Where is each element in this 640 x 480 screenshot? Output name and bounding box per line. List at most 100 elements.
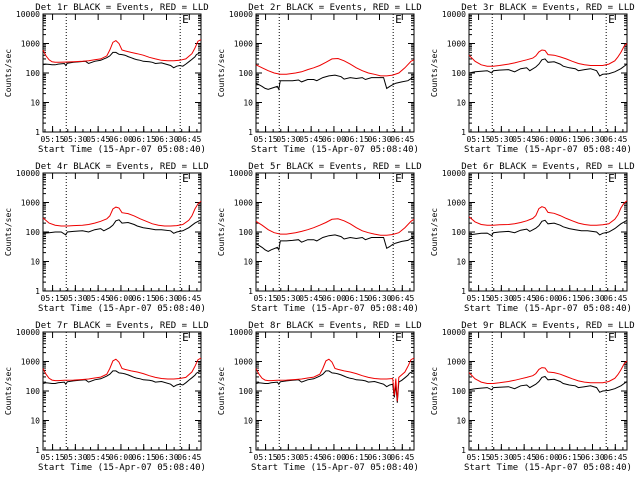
y-tick-label: 100 [239, 69, 254, 78]
chart-panel-2: Det 2r BLACK = Events, RED = LLD 1 10 100 10… [217, 3, 422, 155]
x-tick-label: 05:45 [86, 294, 110, 303]
x-axis-label: Start Time (15-Apr-07 05:08:40) [38, 304, 206, 314]
event-marker-label: E [182, 331, 189, 344]
event-marker-label: E [182, 13, 189, 26]
x-tick-label: 05:15 [41, 294, 65, 303]
x-tick-label: 05:15 [254, 135, 278, 144]
x-tick-label: 06:00 [322, 453, 346, 462]
series-events-line [255, 234, 415, 252]
x-tick-label: 05:45 [299, 294, 323, 303]
x-tick-label: 06:15 [345, 453, 369, 462]
chart-title: Det 8r BLACK = Events, RED = LLD [248, 321, 421, 331]
x-tick-label: 06:15 [558, 135, 582, 144]
y-tick-label: 10000 [16, 10, 40, 19]
y-tick-label: 1000 [21, 199, 40, 208]
x-tick-label: 06:15 [345, 135, 369, 144]
chart-panel-1: Det 1r BLACK = Events, RED = LLD 1 10 100 10… [4, 3, 209, 155]
chart-title: Det 6r BLACK = Events, RED = LLD [461, 162, 634, 172]
series-lld-line [468, 360, 628, 384]
x-tick-label: 05:45 [86, 135, 110, 144]
y-tick-label: 10 [30, 258, 40, 267]
y-tick-label: 1 [461, 287, 466, 296]
x-tick-label: 05:15 [467, 294, 491, 303]
y-tick-label: 10000 [16, 169, 40, 178]
chart-panel-5: Det 5r BLACK = Events, RED = LLD 1 10 100 10… [217, 162, 422, 314]
x-tick-label: 06:30 [367, 294, 391, 303]
y-tick-label: 1000 [234, 358, 253, 367]
x-tick-label: 06:45 [390, 453, 414, 462]
event-marker-label: E [395, 172, 402, 185]
y-tick-label: 1 [248, 446, 253, 455]
y-tick-label: 10000 [229, 10, 253, 19]
series-lld-line [255, 357, 415, 402]
y-tick-label: 1000 [21, 40, 40, 49]
event-marker-label: E [608, 13, 615, 26]
y-tick-label: 1000 [447, 358, 466, 367]
event-marker-label: E [608, 331, 615, 344]
y-tick-label: 10 [456, 258, 466, 267]
y-tick-label: 1 [461, 446, 466, 455]
x-tick-label: 06:15 [558, 294, 582, 303]
x-tick-label: 05:30 [489, 294, 513, 303]
y-axis-label: Counts/sec [217, 208, 226, 256]
y-tick-label: 1000 [447, 199, 466, 208]
x-tick-label: 05:45 [512, 453, 536, 462]
x-tick-label: 06:45 [603, 453, 627, 462]
y-tick-label: 10000 [442, 10, 466, 19]
chart-title: Det 3r BLACK = Events, RED = LLD [461, 3, 634, 13]
x-tick-label: 06:30 [367, 135, 391, 144]
x-tick-label: 05:30 [276, 453, 300, 462]
x-tick-label: 05:45 [299, 453, 323, 462]
x-tick-label: 06:45 [177, 135, 201, 144]
y-tick-label: 1 [248, 128, 253, 137]
plot-frame [255, 13, 415, 133]
x-tick-label: 06:15 [132, 135, 156, 144]
x-tick-label: 05:30 [276, 135, 300, 144]
plot-frame [255, 331, 415, 451]
y-tick-label: 10 [243, 417, 253, 426]
event-marker-label: E [608, 172, 615, 185]
y-axis-label: Counts/sec [430, 208, 439, 256]
x-tick-label: 06:30 [580, 135, 604, 144]
y-tick-label: 10000 [442, 169, 466, 178]
plot-frame [42, 13, 202, 133]
x-tick-label: 06:45 [177, 294, 201, 303]
x-tick-label: 06:15 [558, 453, 582, 462]
x-tick-label: 06:45 [603, 135, 627, 144]
x-tick-label: 06:30 [154, 135, 178, 144]
x-tick-label: 06:00 [109, 453, 133, 462]
x-tick-label: 05:15 [467, 135, 491, 144]
x-axis-label: Start Time (15-Apr-07 05:08:40) [464, 304, 632, 314]
x-axis-label: Start Time (15-Apr-07 05:08:40) [251, 304, 419, 314]
x-tick-label: 06:00 [109, 135, 133, 144]
x-tick-label: 06:15 [345, 294, 369, 303]
x-tick-label: 05:15 [467, 453, 491, 462]
y-axis-label: Counts/sec [4, 208, 13, 256]
series-events-line [42, 370, 202, 388]
y-tick-label: 100 [452, 69, 467, 78]
x-tick-label: 06:45 [390, 294, 414, 303]
x-tick-label: 05:15 [254, 294, 278, 303]
chart-panel-7: Det 7r BLACK = Events, RED = LLD 1 10 100 10… [4, 321, 209, 473]
series-lld-line [255, 57, 415, 77]
y-axis-label: Counts/sec [430, 367, 439, 415]
x-axis-label: Start Time (15-Apr-07 05:08:40) [38, 463, 206, 473]
chart-title: Det 1r BLACK = Events, RED = LLD [35, 3, 208, 13]
y-tick-label: 1000 [447, 40, 466, 49]
x-tick-label: 05:15 [41, 135, 65, 144]
series-events-line [468, 58, 628, 77]
y-tick-label: 10000 [229, 328, 253, 337]
series-events-line [468, 375, 628, 393]
plot-frame [255, 172, 415, 292]
series-lld-line [42, 39, 202, 63]
chart-title: Det 7r BLACK = Events, RED = LLD [35, 321, 208, 331]
y-tick-label: 1000 [234, 199, 253, 208]
y-tick-label: 10 [30, 417, 40, 426]
x-tick-label: 06:30 [154, 453, 178, 462]
y-tick-label: 10000 [442, 328, 466, 337]
y-axis-label: Counts/sec [217, 367, 226, 415]
y-axis-label: Counts/sec [430, 49, 439, 97]
y-tick-label: 10 [243, 258, 253, 267]
plot-frame [468, 172, 628, 292]
x-tick-label: 05:30 [63, 453, 87, 462]
